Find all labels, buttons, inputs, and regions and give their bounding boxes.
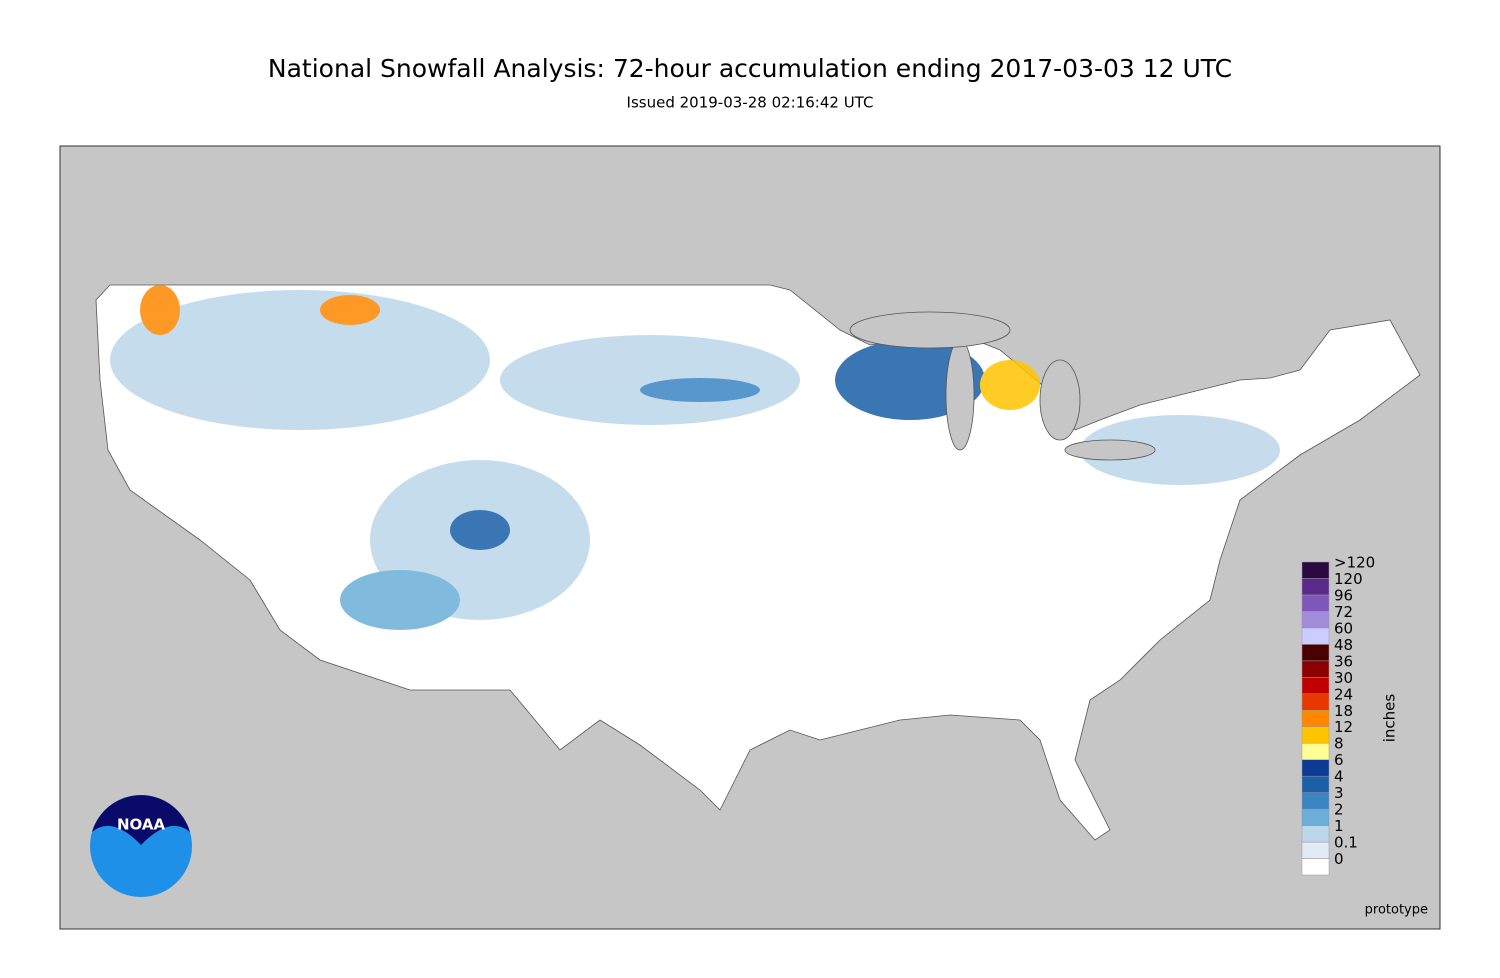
legend-swatch [1301, 611, 1330, 629]
legend-label: 12 [1334, 718, 1353, 736]
lake-huron [1039, 359, 1081, 441]
legend-label: 18 [1334, 702, 1353, 720]
legend-swatch [1301, 660, 1330, 678]
title: National Snowfall Analysis: 72-hour accu… [268, 54, 1232, 83]
legend-label: 2 [1334, 801, 1344, 819]
legend-swatch [1301, 841, 1330, 859]
legend-swatch [1301, 561, 1330, 579]
legend-label: 1 [1334, 817, 1344, 835]
lake-erie [1064, 439, 1156, 461]
legend-label: 0.1 [1334, 834, 1358, 852]
legend-swatch [1301, 775, 1330, 793]
legend-label: 96 [1334, 586, 1353, 604]
legend-swatch [1301, 710, 1330, 727]
lake-michigan [945, 339, 975, 451]
legend-label: 36 [1334, 652, 1353, 670]
legend-swatch [1301, 627, 1330, 645]
map [59, 145, 1441, 930]
legend-label: 8 [1334, 735, 1344, 753]
legend-swatch [1301, 644, 1330, 662]
legend-swatch [1301, 858, 1330, 876]
lake-superior [849, 311, 1011, 349]
legend-swatch [1301, 808, 1330, 826]
legend-label: 3 [1334, 784, 1344, 802]
noaa-logo: NOAA [90, 795, 192, 897]
subtitle: Issued 2019-03-28 02:16:42 UTC [627, 94, 874, 112]
legend-swatch [1301, 742, 1330, 760]
legend-swatch [1301, 578, 1330, 596]
legend-label: 48 [1334, 636, 1353, 654]
logo-text: NOAA [117, 816, 166, 834]
legend-label: 30 [1334, 669, 1353, 687]
legend-swatch [1301, 792, 1330, 810]
legend-swatch [1301, 726, 1330, 744]
legend-label: 6 [1334, 751, 1344, 769]
legend-swatch [1301, 677, 1330, 695]
legend-label: 4 [1334, 768, 1344, 786]
legend-swatch [1301, 759, 1330, 777]
legend-label: 60 [1334, 619, 1353, 637]
legend-label: 0 [1334, 850, 1344, 868]
legend-title: inches [1381, 694, 1399, 743]
legend-swatch [1301, 693, 1330, 711]
legend-swatch [1301, 825, 1330, 843]
legend-label: 24 [1334, 685, 1353, 703]
snow-areas [110, 285, 1280, 630]
legend-label: 72 [1334, 603, 1353, 621]
legend-label: >120 [1334, 554, 1375, 572]
note: prototype [1365, 903, 1428, 918]
legend-swatch [1301, 594, 1330, 612]
legend-label: 120 [1334, 570, 1363, 588]
